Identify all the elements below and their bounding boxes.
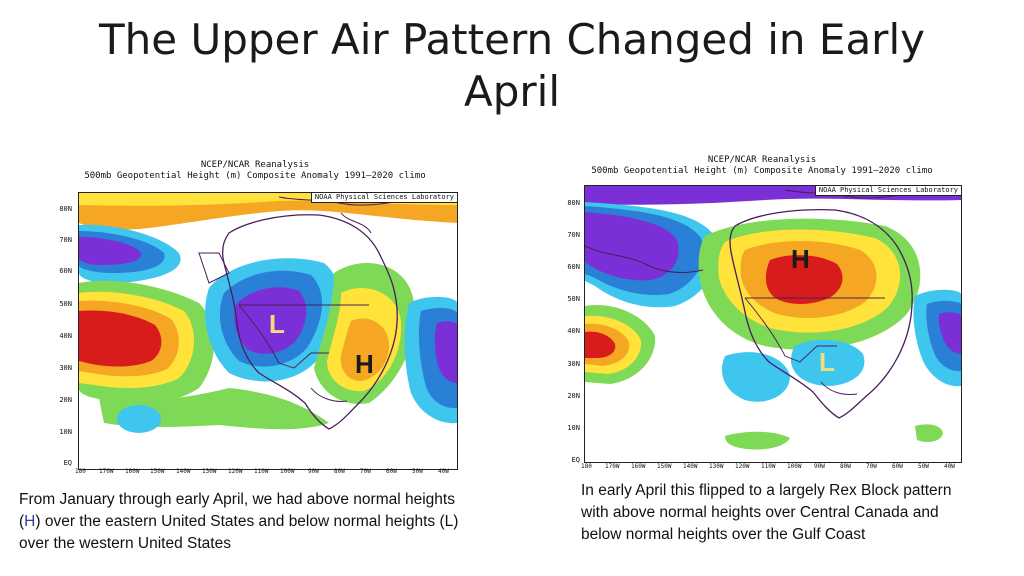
right-lon-label: 50W [918, 463, 929, 470]
left-anomaly-map: NOAA Physical Sciences Laboratory L H [78, 192, 458, 470]
left-lat-label: 10N [59, 428, 72, 436]
left-caption-part1: From January through early April, we had… [19, 491, 455, 530]
left-lon-label: 150W [150, 468, 165, 475]
right-lat-label: 40N [567, 327, 580, 335]
right-lon-label: 80W [840, 463, 851, 470]
left-caption: From January through early April, we had… [19, 489, 479, 555]
right-lon-label: 110W [761, 463, 776, 470]
right-lat-label: EQ [571, 456, 580, 464]
slide-title: The Upper Air Pattern Changed in Early A… [99, 15, 925, 116]
right-lon-label: 140W [683, 463, 698, 470]
right-lat-label: 70N [567, 231, 580, 239]
left-lon-label: 110W [254, 468, 269, 475]
left-low-marker: L [269, 309, 285, 339]
right-lon-label: 130W [709, 463, 724, 470]
left-caption-h: H [24, 513, 36, 530]
left-map-header-line2: 500mb Geopotential Height (m) Composite … [84, 171, 426, 181]
left-lat-label: 60N [59, 267, 72, 275]
left-lon-label: 180 [75, 468, 86, 475]
left-lon-label: 170W [99, 468, 114, 475]
left-lon-label: 90W [308, 468, 319, 475]
left-lat-label: EQ [63, 459, 72, 467]
right-map-header-line1: NCEP/NCAR Reanalysis [707, 155, 817, 165]
left-map-panel: NCEP/NCAR Reanalysis 500mb Geopotential … [50, 160, 460, 475]
right-anomaly-field [585, 186, 961, 462]
left-lon-label: 60W [386, 468, 397, 475]
left-caption-part2: ) over the eastern United States and bel… [19, 513, 459, 552]
right-map-header-line2: 500mb Geopotential Height (m) Composite … [591, 166, 933, 176]
left-lon-label: 120W [228, 468, 243, 475]
left-map-credit: NOAA Physical Sciences Laboratory [310, 193, 457, 203]
right-lon-label: 40W [944, 463, 955, 470]
right-map-credit: NOAA Physical Sciences Laboratory [814, 186, 961, 196]
right-lon-label: 180 [581, 463, 592, 470]
left-lon-label: 80W [334, 468, 345, 475]
left-lat-label: 20N [59, 396, 72, 404]
right-lat-label: 60N [567, 263, 580, 271]
right-map-panel: NCEP/NCAR Reanalysis 500mb Geopotential … [558, 155, 966, 471]
right-anomaly-map: NOAA Physical Sciences Laboratory H L [584, 185, 962, 463]
right-lat-label: 80N [567, 199, 580, 207]
right-caption: In early April this flipped to a largely… [581, 482, 952, 543]
right-lon-label: 60W [892, 463, 903, 470]
left-anomaly-field [79, 193, 457, 469]
right-lat-label: 30N [567, 360, 580, 368]
right-lon-label: 90W [814, 463, 825, 470]
left-map-header-line1: NCEP/NCAR Reanalysis [200, 160, 310, 170]
right-lon-label: 170W [605, 463, 620, 470]
right-lat-label: 10N [567, 424, 580, 432]
left-lon-label: 140W [176, 468, 191, 475]
left-lon-label: 100W [280, 468, 295, 475]
right-lat-label: 50N [567, 295, 580, 303]
left-lat-label: 70N [59, 236, 72, 244]
left-lon-label: 40W [438, 468, 449, 475]
left-lat-label: 40N [59, 332, 72, 340]
left-lat-label: 50N [59, 300, 72, 308]
right-lon-label: 70W [866, 463, 877, 470]
right-lon-label: 100W [787, 463, 802, 470]
right-lat-label: 20N [567, 392, 580, 400]
left-lat-label: 80N [59, 205, 72, 213]
left-lon-label: 130W [202, 468, 217, 475]
left-high-marker: H [355, 349, 374, 379]
left-lon-label: 70W [360, 468, 371, 475]
right-lon-label: 160W [631, 463, 646, 470]
right-low-marker: L [819, 347, 835, 377]
right-high-marker: H [791, 244, 810, 274]
left-lon-label: 160W [125, 468, 140, 475]
right-lon-label: 150W [657, 463, 672, 470]
left-lat-label: 30N [59, 364, 72, 372]
right-lon-label: 120W [735, 463, 750, 470]
left-lon-label: 50W [412, 468, 423, 475]
